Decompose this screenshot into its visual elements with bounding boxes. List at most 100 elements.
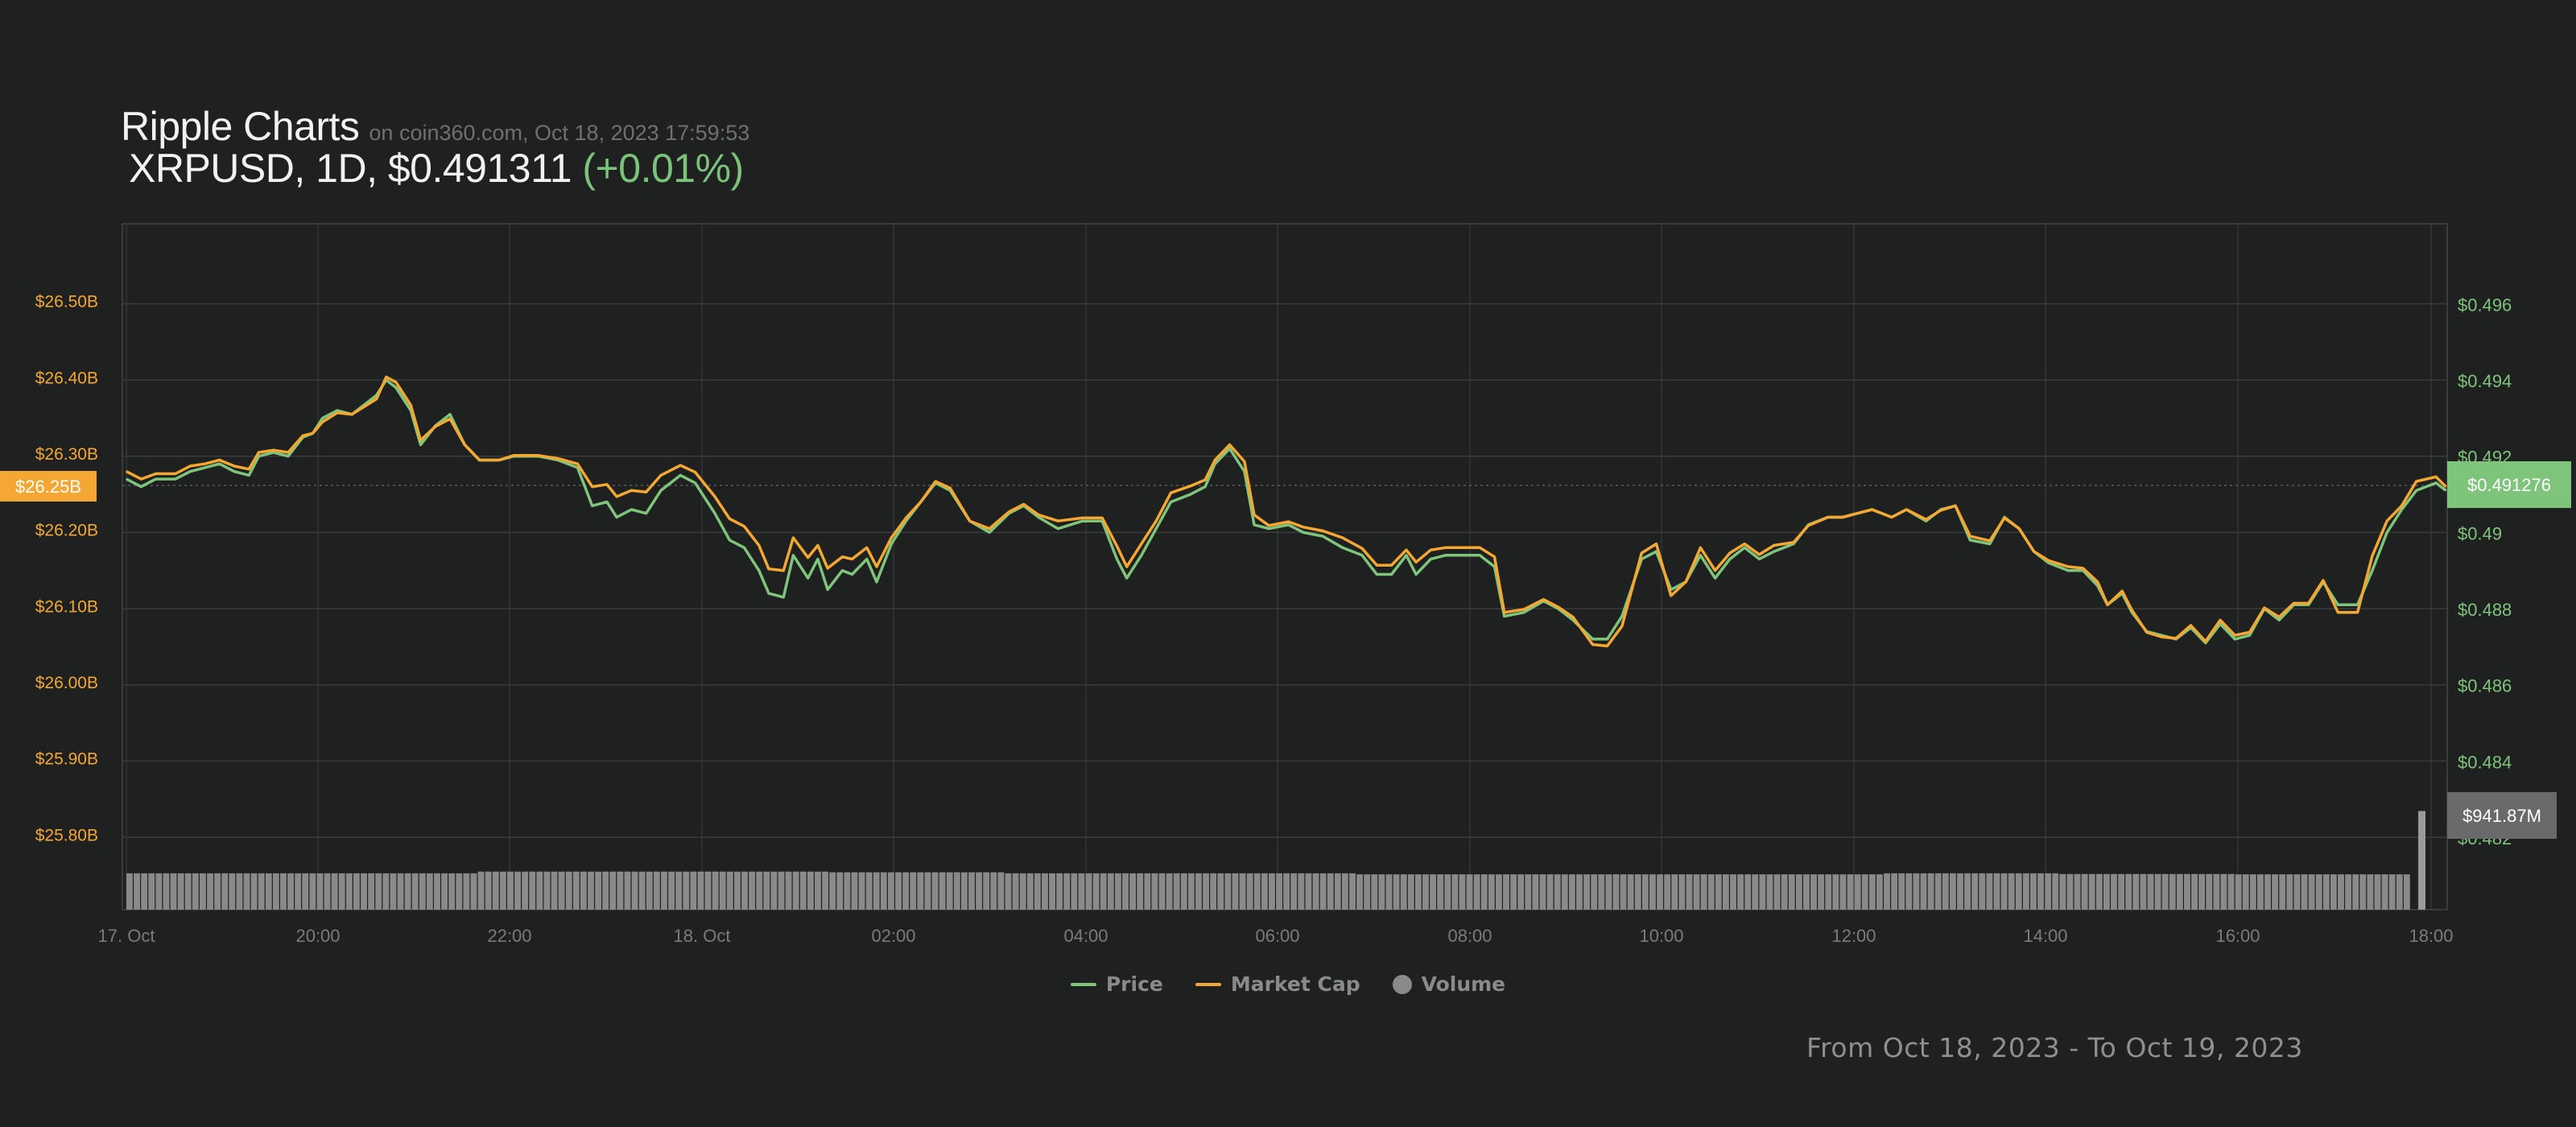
price-series-line-point [743, 547, 745, 549]
volume-bar [2008, 873, 2015, 910]
volume-bar [2227, 873, 2235, 910]
y-right-tick-label: $0.496 [2458, 295, 2512, 315]
volume-bar [1349, 873, 1356, 910]
legend-item-price[interactable]: Price [1070, 972, 1163, 996]
market-cap-series-line-point [1891, 516, 1893, 518]
volume-bar [1056, 873, 1063, 910]
volume-bar [895, 872, 902, 910]
volume-bar [390, 873, 397, 910]
market-cap-series-line-point [679, 464, 682, 466]
price-series-line-point [616, 516, 617, 518]
price-series-line-point [1444, 555, 1447, 556]
volume-bar [250, 873, 258, 910]
y-left-tick-label: $25.80B [35, 826, 98, 844]
volume-bar [1686, 874, 1693, 910]
volume-bar [2198, 873, 2206, 910]
subtitle-pair-price: XRPUSD, 1D, $0.491311 [129, 146, 572, 191]
volume-bar [441, 873, 448, 910]
market-cap-series-line-point [2082, 568, 2084, 569]
market-cap-series-line-point [1572, 616, 1574, 618]
price-series-line-point [1341, 547, 1344, 549]
volume-bar [1832, 874, 1839, 910]
volume-bar [1144, 873, 1151, 910]
y-left-tick-label: $26.00B [35, 674, 98, 692]
market-cap-series-line-point [1341, 537, 1344, 539]
volume-bar [126, 873, 133, 910]
price-series-line-point [233, 470, 235, 473]
price-series-line-point [1038, 516, 1039, 518]
market-cap-series-line-point [2033, 551, 2035, 552]
market-cap-series-line-point [841, 555, 844, 558]
price-series-line-point [2415, 489, 2417, 492]
x-tick-label: 10:00 [1639, 926, 1683, 946]
volume-bar [163, 873, 170, 910]
volume-bar [2272, 874, 2279, 910]
volume-bar [2030, 873, 2037, 910]
market-cap-series-line-point [175, 473, 176, 475]
volume-bar [456, 873, 463, 910]
price-series-line-point [841, 569, 844, 572]
volume-bar [1839, 874, 1847, 910]
x-tick-label: 18:00 [2409, 926, 2453, 946]
volume-bar [2206, 873, 2213, 910]
volume-bar [1019, 873, 1026, 910]
market-cap-series-line-point [1940, 510, 1942, 511]
market-cap-series-line-point [905, 517, 907, 519]
volume-bar [2132, 873, 2140, 910]
volume-bar [2103, 873, 2110, 910]
volume-bar [2235, 874, 2242, 910]
market-cap-series-line-point [630, 489, 633, 492]
y-right-tick-label: $0.494 [2458, 371, 2512, 391]
volume-bar [2015, 873, 2022, 910]
market-cap-series-line-point [1444, 547, 1447, 549]
market-cap-series-line-point [126, 470, 127, 473]
volume-bar [1568, 874, 1575, 910]
market-cap-series-line-point [2004, 517, 2005, 519]
market-cap-series-line-point [2131, 609, 2133, 611]
price-series-line-point [807, 577, 809, 579]
volume-bar [1473, 874, 1480, 910]
market-cap-series-line-point [576, 463, 579, 464]
volume-bar [1400, 874, 1407, 910]
volume-bar [1781, 874, 1788, 910]
price-series-line-point [1699, 555, 1702, 556]
market-cap-series-line-point [2175, 638, 2177, 639]
volume-bar [295, 873, 302, 910]
volume-bar [617, 871, 624, 910]
legend-item-volume[interactable]: Volume [1392, 972, 1505, 996]
price-series-line-point [758, 569, 760, 572]
volume-bar [1927, 873, 1934, 910]
market-cap-series-line-point [375, 398, 378, 400]
market-cap-series-line-point [419, 440, 422, 441]
volume-bar [917, 872, 924, 910]
market-cap-series-line-point [287, 452, 289, 453]
chart-subtitle: XRPUSD, 1D, $0.491311 (+0.01%) [129, 145, 749, 192]
volume-bar [968, 872, 975, 910]
volume-bar [177, 873, 184, 910]
volume-bar [888, 872, 894, 910]
volume-bar [763, 871, 770, 910]
volume-bar [1100, 873, 1107, 910]
market-cap-series-line-point [1406, 549, 1407, 551]
volume-bar [1971, 873, 1979, 910]
market-cap-series-line-point [272, 449, 275, 451]
price-series-line-point [248, 474, 250, 477]
legend-item-market-cap[interactable]: Market Cap [1195, 972, 1360, 996]
volume-bar [1459, 874, 1466, 910]
volume-bar [2381, 874, 2388, 910]
volume-bar [1261, 873, 1268, 910]
volume-bar [2242, 874, 2249, 910]
volume-bar [1151, 873, 1158, 910]
price-series-line-point [768, 592, 770, 594]
volume-bar [229, 873, 236, 910]
volume-bar [2308, 874, 2315, 910]
volume-bar [309, 873, 316, 910]
x-tick-label: 02:00 [871, 926, 915, 946]
volume-bar [1664, 874, 1671, 910]
volume-bar [1129, 873, 1137, 910]
market-cap-series-line-point [233, 465, 235, 467]
market-cap-series-line-point [1479, 547, 1481, 549]
volume-bar [2147, 873, 2154, 910]
volume-bar [243, 873, 250, 910]
